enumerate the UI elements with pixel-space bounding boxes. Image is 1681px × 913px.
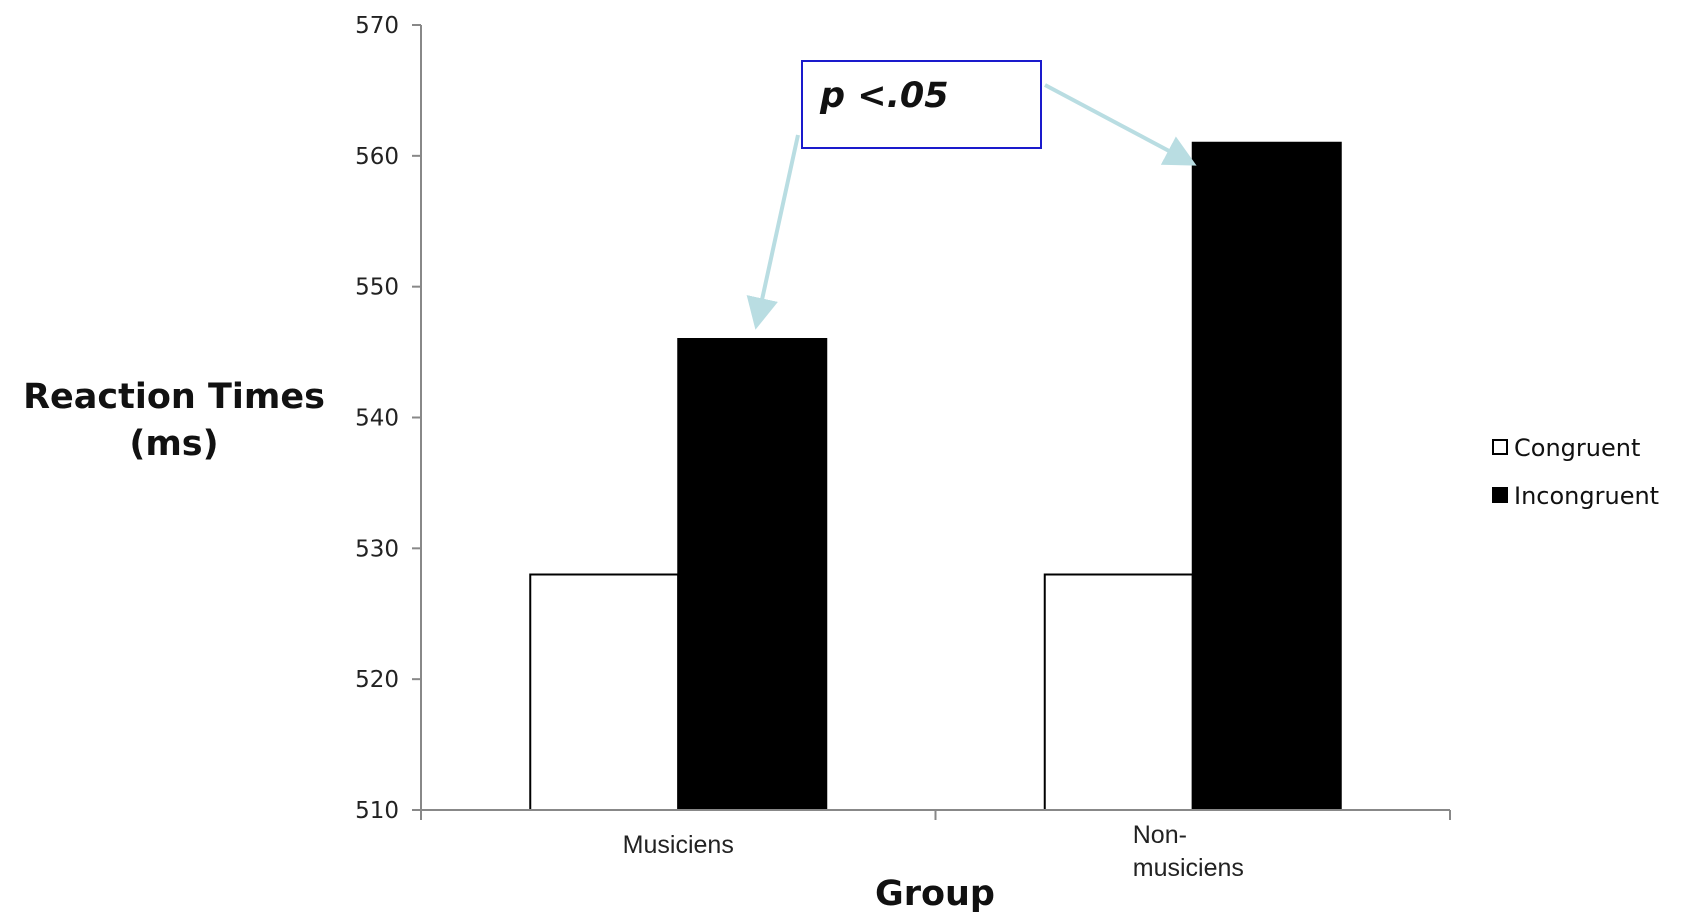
y-tick-label: 520: [355, 667, 399, 693]
x-category-label: Musiciens: [623, 831, 734, 859]
annotation-arrow-right: [1044, 83, 1197, 166]
legend: Congruent Incongruent: [1492, 434, 1659, 510]
bar-congruent-0: [529, 573, 680, 811]
y-tick-label: 510: [355, 798, 399, 824]
annotation-text: p <.05: [819, 76, 949, 116]
legend-label-incongruent: Incongruent: [1514, 482, 1659, 510]
bars-group: [529, 141, 1342, 811]
legend-swatch-congruent: [1492, 439, 1508, 455]
bar-incongruent-0: [677, 338, 828, 811]
y-tick-label: 570: [355, 13, 399, 39]
annotation-box: [801, 60, 1042, 149]
legend-label-congruent: Congruent: [1514, 434, 1640, 462]
y-axis-title-line-1: Reaction Times: [23, 377, 325, 417]
x-axis-title: Group: [875, 874, 995, 913]
legend-swatch-incongruent: [1492, 487, 1508, 503]
bar-incongruent-1: [1191, 141, 1342, 811]
y-tick-label: 540: [355, 406, 399, 432]
y-tick-label: 550: [355, 275, 399, 301]
x-category-label: musiciens: [1133, 854, 1244, 882]
significance-annotation: p <.05: [746, 60, 1197, 330]
y-axis-title-line-2: (ms): [129, 424, 218, 464]
x-ticks-group: Musiciens Non-musiciens: [420, 810, 1451, 882]
y-tick-label: 560: [355, 144, 399, 170]
x-category-label: Non-: [1133, 821, 1187, 849]
bar-congruent-1: [1043, 573, 1194, 811]
annotation-arrow-left: [746, 134, 800, 330]
y-tick-label: 530: [355, 536, 399, 562]
y-ticks-group: 510 520 530 540 550 560 570: [355, 13, 421, 824]
